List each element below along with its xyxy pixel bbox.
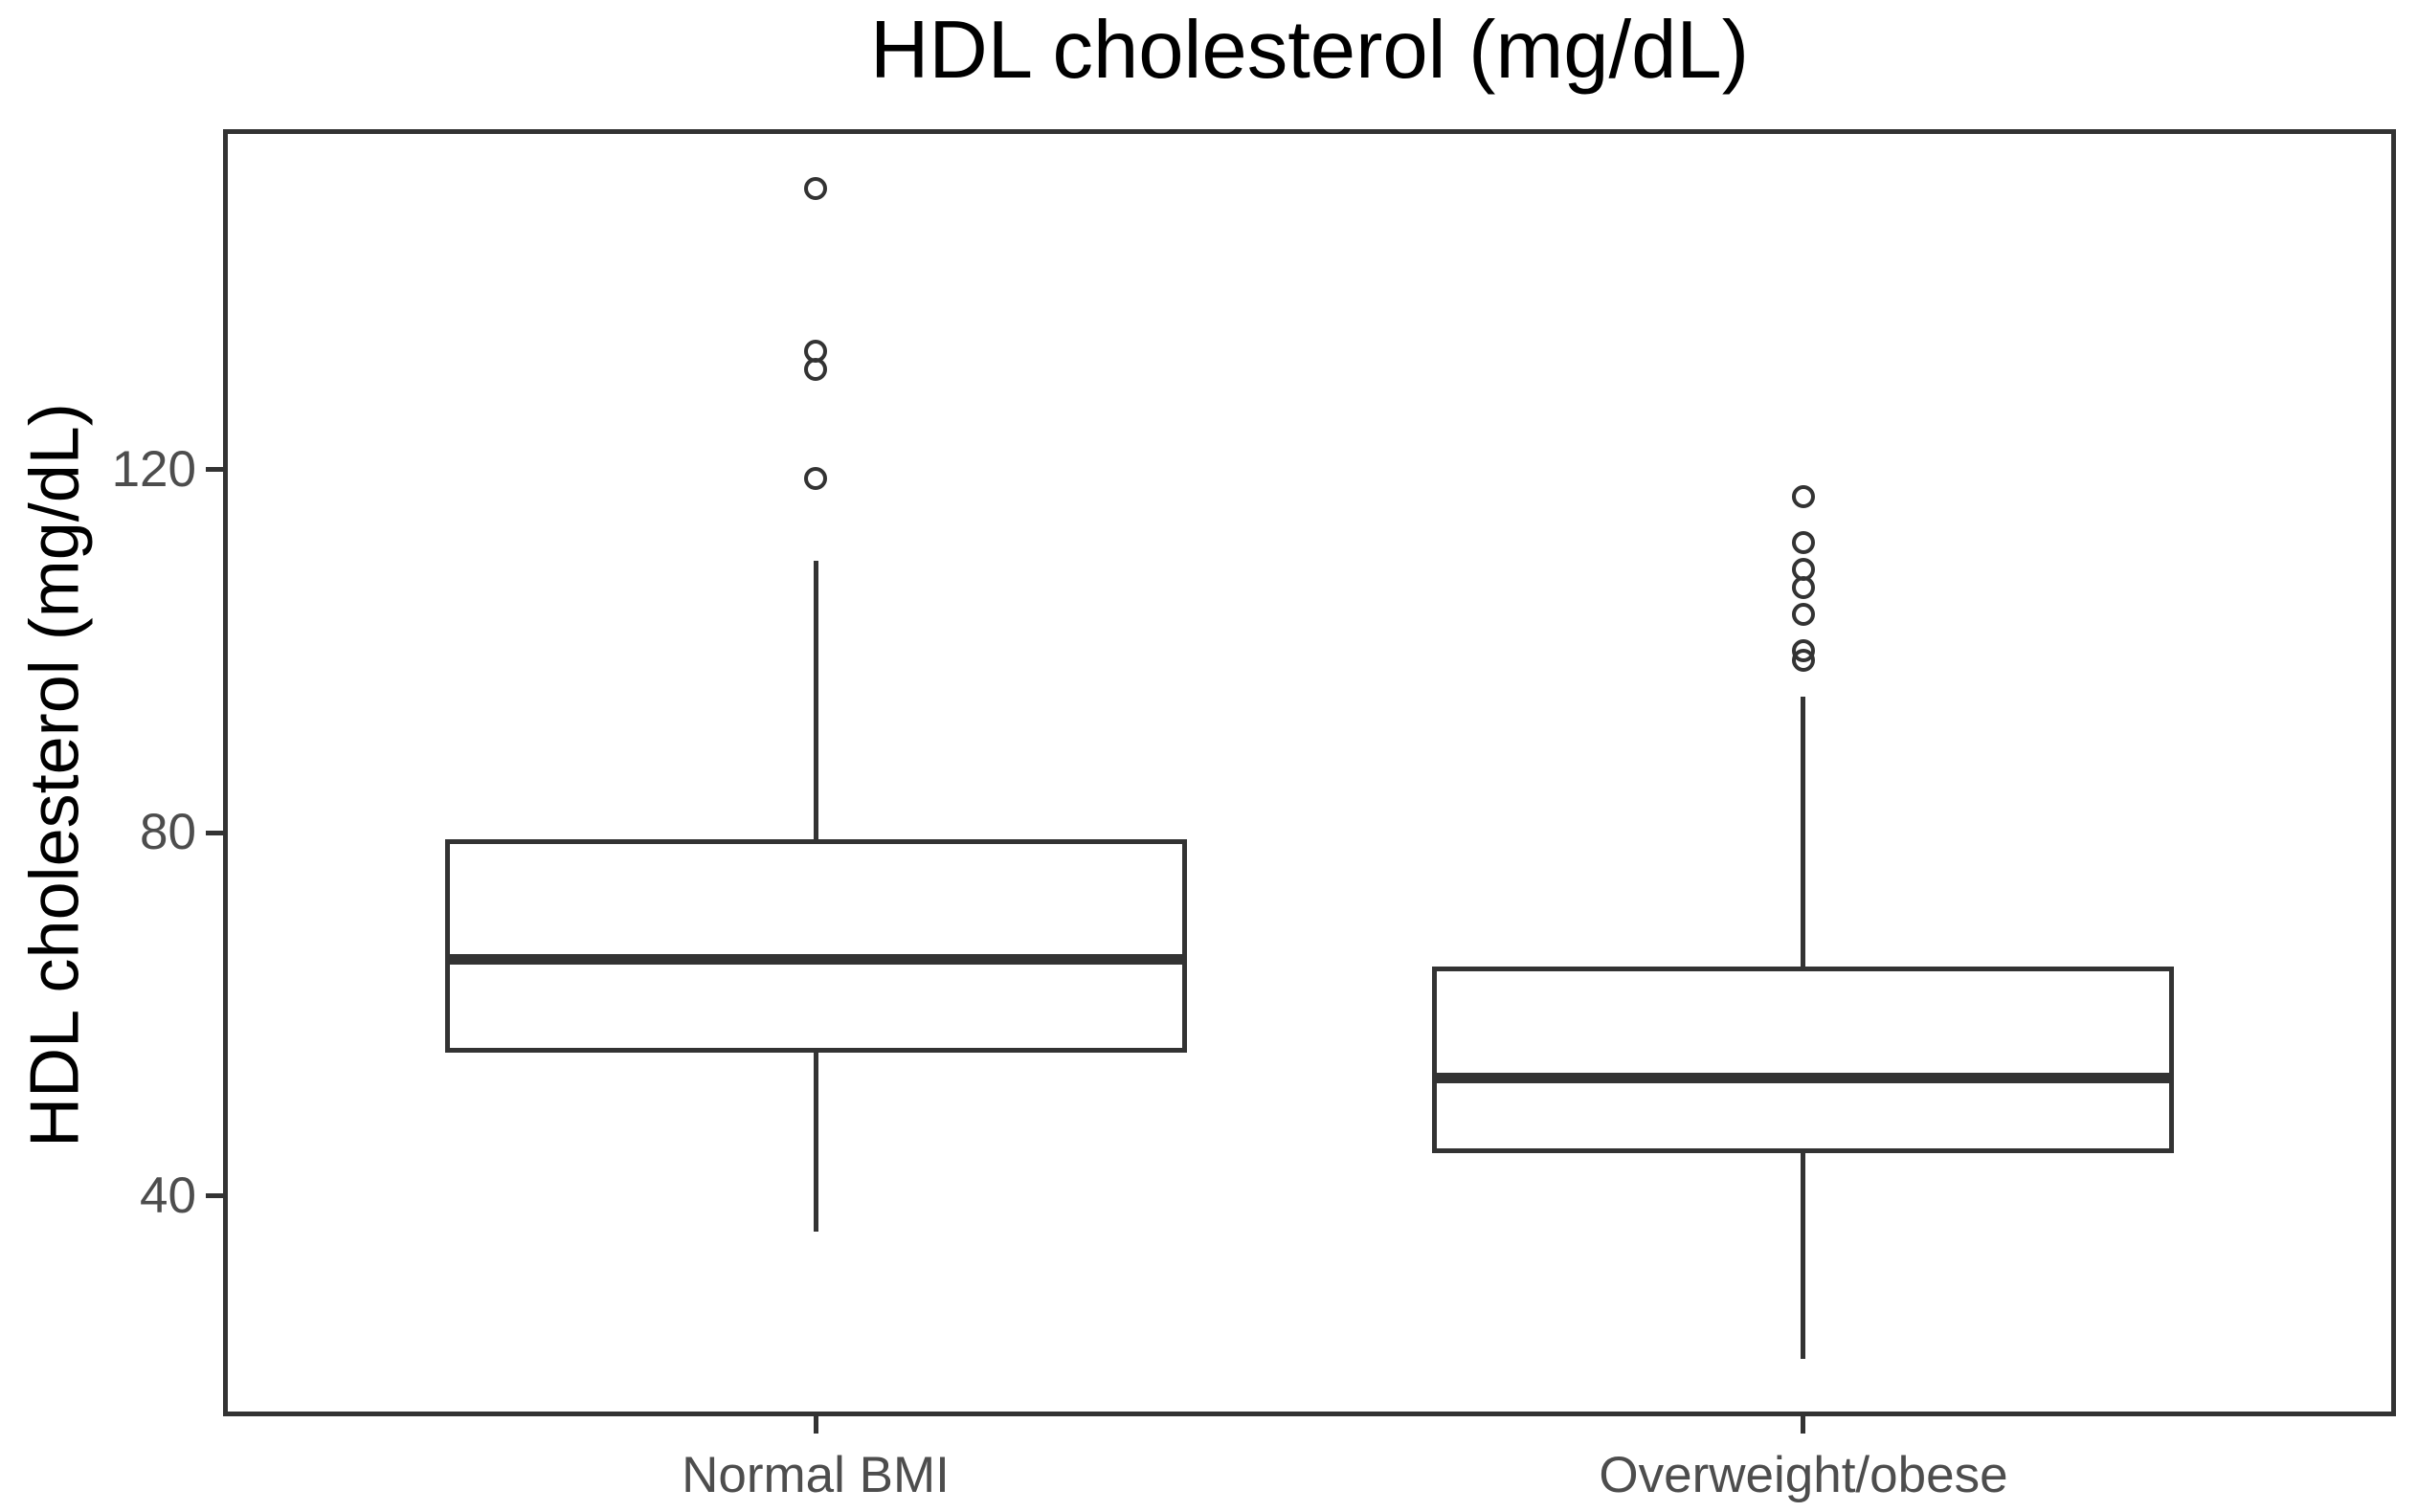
lower-whisker <box>813 1050 818 1233</box>
outlier-point <box>1791 576 1815 599</box>
y-axis-tick <box>206 830 223 835</box>
outlier-point <box>804 176 828 200</box>
iqr-box <box>444 839 1187 1054</box>
outlier-point <box>804 467 828 491</box>
y-axis-tick <box>206 1193 223 1198</box>
y-axis-tick-label: 80 <box>140 804 196 861</box>
y-axis-tick-label: 40 <box>140 1167 196 1224</box>
y-axis-tick <box>206 467 223 473</box>
lower-whisker <box>1801 1150 1806 1360</box>
upper-whisker <box>813 560 818 842</box>
outlier-point <box>1791 485 1815 509</box>
y-axis-tick-label: 120 <box>111 440 196 498</box>
outlier-point <box>1791 648 1815 672</box>
median-line <box>1432 1072 2175 1083</box>
iqr-box <box>1432 966 2175 1153</box>
x-axis-tick <box>1801 1416 1806 1434</box>
plot-title: HDL cholesterol (mg/dL) <box>869 5 1750 96</box>
x-axis-category-label: Overweight/obese <box>1599 1447 2008 1503</box>
outlier-point <box>1791 530 1815 554</box>
plot-panel <box>223 129 2396 1416</box>
upper-whisker <box>1801 696 1806 969</box>
x-axis-tick <box>813 1416 818 1434</box>
median-line <box>444 954 1187 966</box>
outlier-point <box>1791 603 1815 627</box>
x-axis-category-label: Normal BMI <box>682 1447 950 1503</box>
outlier-point <box>804 358 828 382</box>
